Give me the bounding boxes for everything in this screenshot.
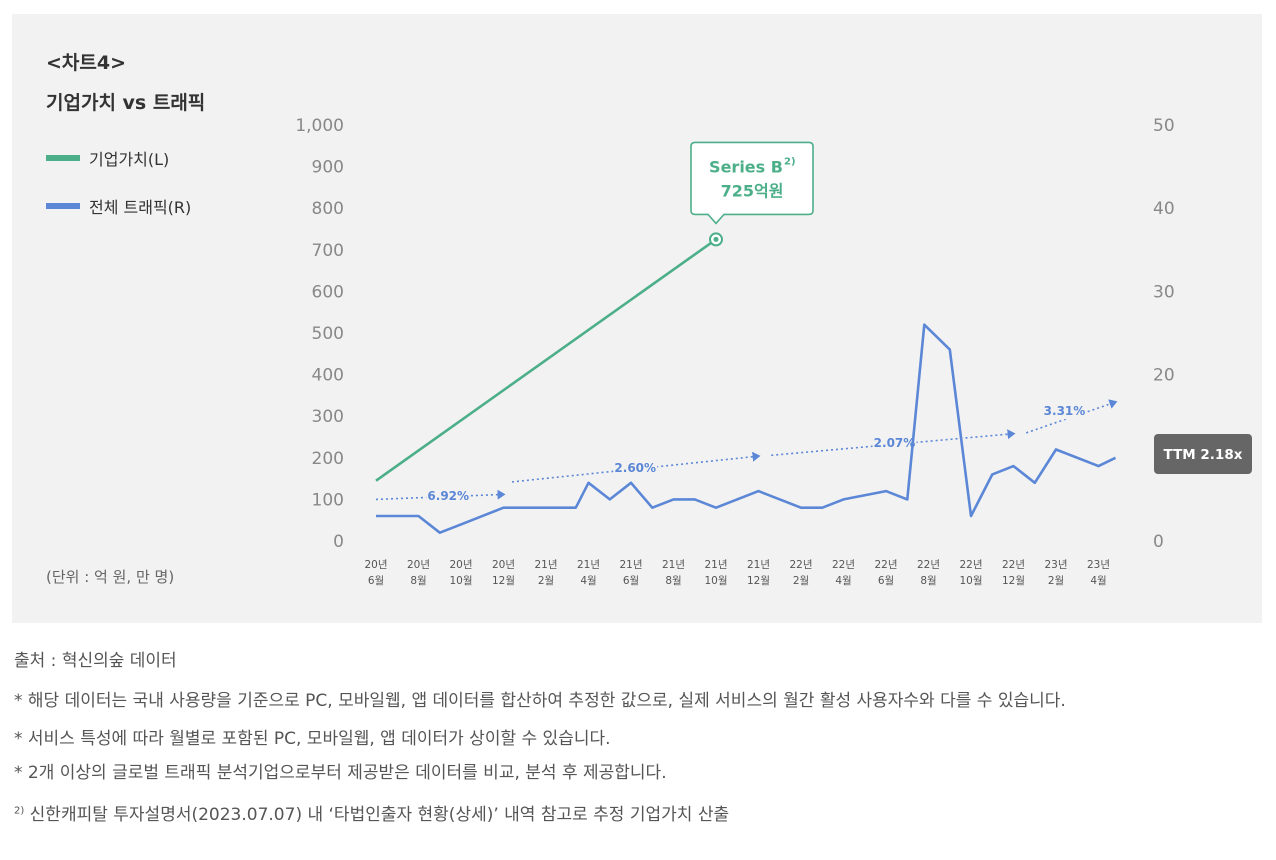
growth-trend-arrow xyxy=(511,451,761,483)
growth-label-bg xyxy=(426,486,471,505)
x-axis-tick: 21년 12월 xyxy=(747,559,770,587)
footnote: 2) 신한캐피탈 투자설명서(2023.07.07) 내 ‘타법인출자 현황(상… xyxy=(14,800,729,825)
footnote-text: 신한캐피탈 투자설명서(2023.07.07) 내 ‘타법인출자 현황(상세)’… xyxy=(29,805,730,825)
series-b-callout-title: Series B xyxy=(709,157,783,176)
chart-title: 기업가치 vs 트래픽 xyxy=(46,92,206,114)
ttm-badge-label: TTM 2.18x xyxy=(1164,447,1243,463)
note-1: * 해당 데이터는 국내 사용량을 기준으로 PC, 모바일웹, 앱 데이터를 … xyxy=(14,691,1066,711)
growth-label-bg xyxy=(1042,401,1087,420)
left-axis-tick: 200 xyxy=(312,449,344,469)
left-axis-tick: 300 xyxy=(312,407,344,427)
x-axis-tick: 22년 4월 xyxy=(832,559,855,587)
left-axis-tick: 400 xyxy=(312,366,344,386)
note-3: * 2개 이상의 글로벌 트래픽 분석기업으로부터 제공받은 데이터를 비교, … xyxy=(14,763,667,783)
x-axis-tick: 21년 2월 xyxy=(534,559,557,587)
legend-swatch-valuation xyxy=(46,155,80,161)
unit-note: (단위 : 억 원, 만 명) xyxy=(46,568,175,586)
right-axis-tick: 0 xyxy=(1153,532,1164,552)
right-axis-tick: 40 xyxy=(1153,199,1175,219)
x-axis-tick: 22년 2월 xyxy=(789,559,812,587)
left-axis-tick: 1,000 xyxy=(295,116,344,136)
left-axis-tick: 900 xyxy=(312,158,344,178)
source-text: 출처 : 혁신의숲 데이터 xyxy=(14,651,177,671)
left-axis-tick: 500 xyxy=(312,324,344,344)
growth-label: 6.92% xyxy=(427,489,469,503)
right-axis-tick: 20 xyxy=(1153,366,1175,386)
legend-label-valuation: 기업가치(L) xyxy=(89,150,170,169)
x-axis-tick: 21년 4월 xyxy=(577,559,600,587)
left-axis-tick: 700 xyxy=(312,241,344,261)
legend-label-traffic: 전체 트래픽(R) xyxy=(89,198,192,217)
right-axis-tick: 50 xyxy=(1153,116,1175,136)
x-axis-tick: 22년 8월 xyxy=(917,559,940,587)
chart-panel xyxy=(12,14,1262,623)
growth-label-bg xyxy=(613,457,658,476)
x-axis-tick: 22년 6월 xyxy=(874,559,897,587)
left-axis-tick: 800 xyxy=(312,199,344,219)
growth-label: 3.31% xyxy=(1044,404,1086,418)
x-axis-tick: 21년 6월 xyxy=(619,559,642,587)
left-axis-tick: 600 xyxy=(312,282,344,302)
x-axis-tick: 21년 8월 xyxy=(662,559,685,587)
growth-label-bg xyxy=(872,432,917,451)
chart-label: <차트4> xyxy=(46,52,127,74)
growth-trend-arrow xyxy=(375,489,506,501)
x-axis-tick: 22년 12월 xyxy=(1002,559,1025,587)
legend-swatch-traffic xyxy=(46,203,80,209)
x-axis-tick: 21년 10월 xyxy=(704,559,727,587)
growth-label: 2.07% xyxy=(874,436,916,450)
note-2: * 서비스 특성에 따라 월별로 포함된 PC, 모바일웹, 앱 데이터가 상이… xyxy=(14,729,611,749)
x-axis-tick: 20년 10월 xyxy=(449,559,472,587)
right-axis-tick: 30 xyxy=(1153,282,1175,302)
series-b-callout-value: 725억원 xyxy=(721,181,784,200)
x-axis-tick: 23년 2월 xyxy=(1044,559,1067,587)
footnote-mark: 2) xyxy=(14,805,25,817)
valuation-line xyxy=(375,238,717,482)
left-axis-tick: 100 xyxy=(312,490,344,510)
ttm-badge xyxy=(1154,434,1252,474)
legend-item-valuation: 기업가치(L) xyxy=(46,146,169,170)
series-b-marker-dot xyxy=(713,236,719,242)
x-axis-tick: 20년 6월 xyxy=(364,559,387,587)
x-axis-tick: 20년 8월 xyxy=(407,559,430,587)
series-b-callout-sup: 2) xyxy=(784,156,796,167)
traffic-line xyxy=(376,323,1117,535)
x-axis-tick: 22년 10월 xyxy=(959,559,982,587)
series-b-callout-box xyxy=(690,141,814,225)
x-axis-tick: 20년 12월 xyxy=(492,559,515,587)
growth-label: 2.60% xyxy=(614,461,656,475)
left-axis-tick: 0 xyxy=(333,532,344,552)
x-axis-tick: 23년 4월 xyxy=(1087,559,1110,587)
growth-trend-arrow xyxy=(1025,399,1118,434)
legend-item-traffic: 전체 트래픽(R) xyxy=(46,194,191,218)
